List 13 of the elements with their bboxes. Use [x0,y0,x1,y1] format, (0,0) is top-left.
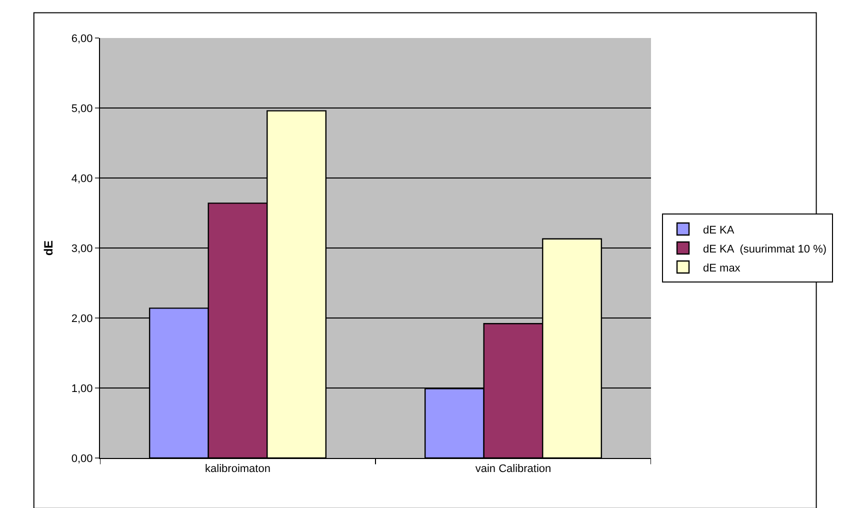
legend-label: dE KA [703,224,735,236]
y-tick-label: 6,00 [71,32,93,45]
y-axis-title: dE [42,240,56,256]
legend-label: dE KA (suurimmat 10 %) [703,243,827,256]
y-tick-label: 1,00 [71,382,93,395]
y-tick-label: 4,00 [71,172,93,185]
legend-label: dE max [703,262,741,274]
y-tick-label: 3,00 [71,242,93,255]
x-tick-label: vain Calibration [475,463,552,476]
y-tick-label: 2,00 [71,312,93,325]
y-tick-label: 0,00 [71,452,93,465]
y-tick-label: 5,00 [71,102,93,115]
x-tick-label: kalibroimaton [205,463,270,476]
